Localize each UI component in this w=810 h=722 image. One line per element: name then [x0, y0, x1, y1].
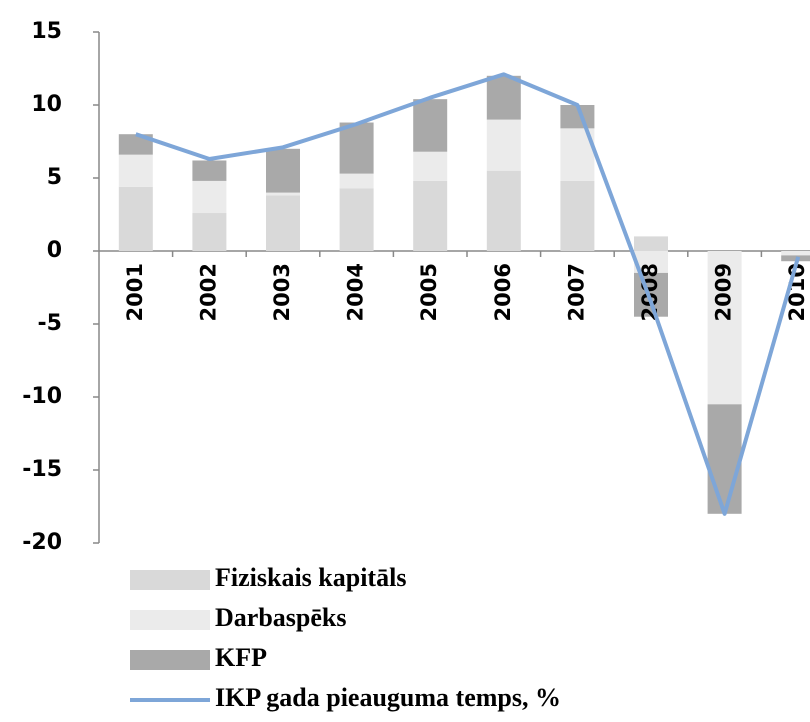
- y-tick-label: 0: [47, 238, 62, 263]
- bar: [634, 236, 668, 251]
- bar: [413, 151, 448, 181]
- y-tick-label: 10: [31, 92, 62, 117]
- x-tick-label: 2001: [123, 263, 147, 321]
- x-tick-label: 2003: [270, 263, 294, 321]
- y-tick-label: 15: [31, 19, 62, 44]
- bar: [413, 180, 448, 251]
- bar: [339, 188, 374, 251]
- bar: [118, 186, 153, 251]
- bar: [634, 272, 668, 317]
- bar: [192, 160, 227, 181]
- y-tick-label: -10: [22, 384, 62, 409]
- bar: [192, 180, 227, 214]
- x-tick-label: 2005: [417, 263, 441, 321]
- bar: [781, 251, 810, 256]
- bar: [192, 213, 227, 251]
- legend-label: KFP: [215, 643, 267, 672]
- bar: [118, 154, 153, 187]
- x-tick-label: 2007: [564, 263, 588, 321]
- y-tick-label: 5: [47, 165, 62, 190]
- legend-swatch: [130, 610, 210, 630]
- bar: [266, 195, 300, 251]
- bar: [266, 148, 300, 193]
- bar: [560, 180, 595, 251]
- x-tick-label: 2009: [712, 263, 736, 321]
- bar: [781, 255, 810, 262]
- bar: [413, 99, 448, 152]
- bar: [486, 170, 521, 251]
- legend-label: Fiziskais kapitāls: [215, 563, 406, 592]
- legend-swatch: [130, 570, 210, 590]
- y-tick-label: -15: [22, 457, 62, 482]
- y-tick-label: -20: [22, 530, 62, 555]
- bar: [707, 251, 742, 405]
- bar: [486, 75, 521, 120]
- y-tick-label: -5: [38, 311, 62, 336]
- legend-label: Darbaspēks: [215, 603, 346, 632]
- bar: [707, 404, 742, 514]
- bar: [339, 122, 374, 174]
- bar: [486, 119, 521, 171]
- bar: [634, 251, 668, 273]
- bar: [118, 134, 153, 155]
- bar: [339, 173, 374, 189]
- legend-label: IKP gada pieauguma temps, %: [215, 683, 561, 712]
- x-tick-label: 2002: [196, 263, 220, 321]
- line: [135, 72, 801, 516]
- bar: [266, 192, 300, 196]
- x-tick-label: 2004: [344, 263, 368, 321]
- x-tick-label: 2006: [491, 263, 515, 321]
- legend-swatch: [130, 650, 210, 670]
